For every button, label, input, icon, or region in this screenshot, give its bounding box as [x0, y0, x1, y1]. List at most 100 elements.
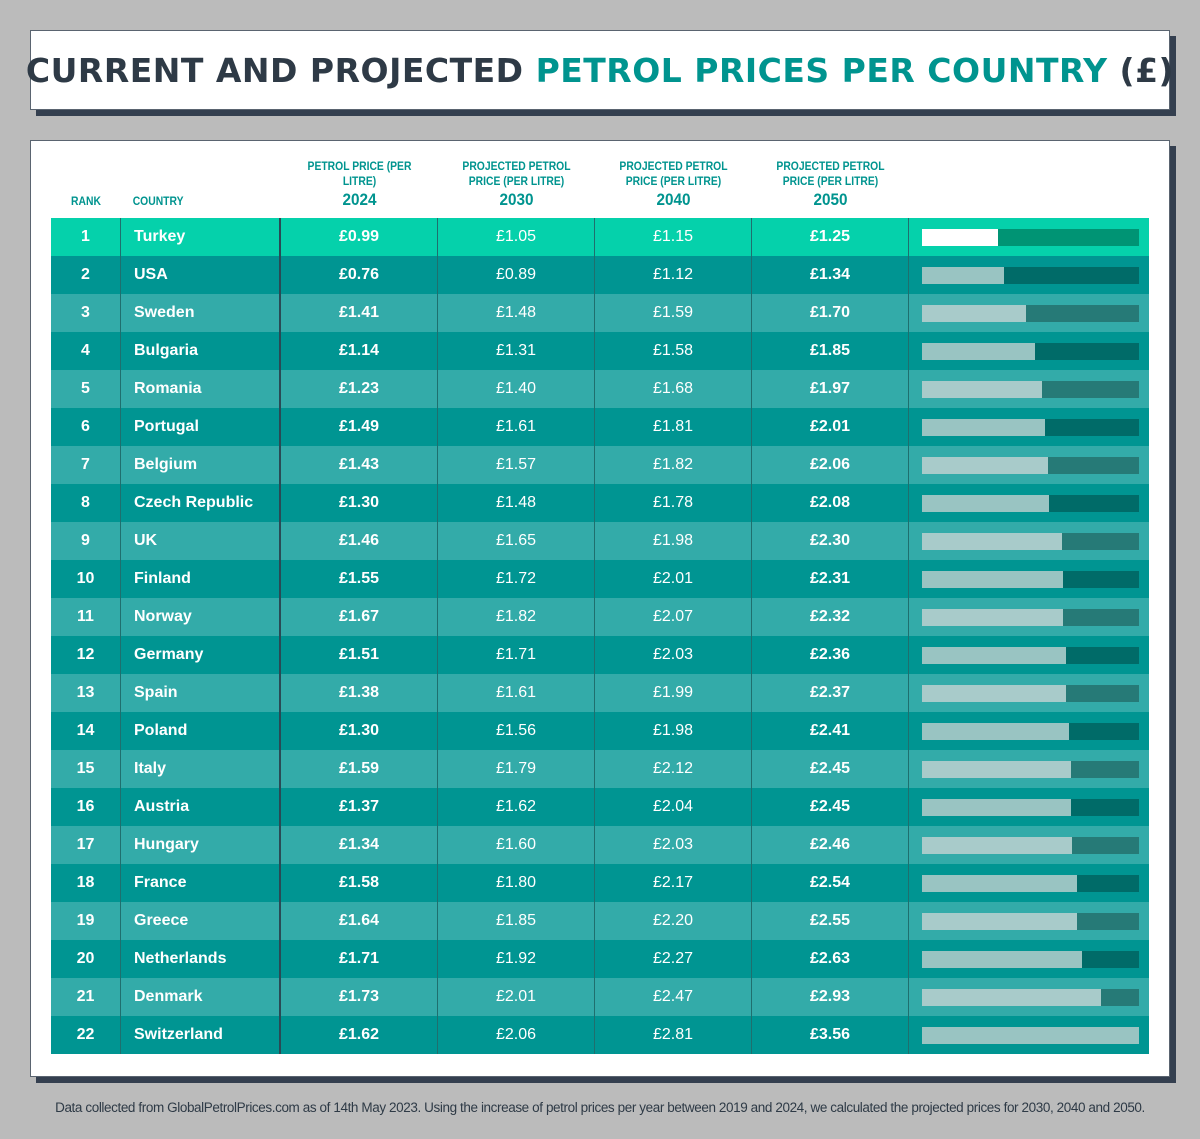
price-2050-cell: £2.06 [752, 446, 909, 484]
price-2024-cell: £1.58 [281, 864, 438, 902]
price-2030-cell: £1.65 [438, 522, 595, 560]
rank-cell: 4 [51, 332, 121, 370]
price-2030-cell: £1.60 [438, 826, 595, 864]
price-2050-cell: £1.97 [752, 370, 909, 408]
country-cell: Germany [121, 636, 281, 674]
header-2040: PROJECTED PETROL PRICE (PER LITRE) 2040 [619, 161, 728, 209]
bar-2050-greece [922, 913, 1078, 930]
bar-cell [909, 674, 1149, 712]
price-2050-cell: £2.63 [752, 940, 909, 978]
price-2050-cell: £2.31 [752, 560, 909, 598]
bar-cell [909, 712, 1149, 750]
bar-track [922, 913, 1139, 930]
rank-cell: 6 [51, 408, 121, 446]
price-2024-cell: £1.62 [281, 1016, 438, 1054]
table-row: 10 Finland £1.55 £1.72 £2.01 £2.31 [51, 560, 1149, 598]
country-cell: Netherlands [121, 940, 281, 978]
rank-cell: 11 [51, 598, 121, 636]
price-2040-cell: £2.20 [595, 902, 752, 940]
bar-cell [909, 978, 1149, 1016]
rank-cell: 1 [51, 218, 121, 256]
price-2040-cell: £1.98 [595, 712, 752, 750]
price-2050-cell: £1.85 [752, 332, 909, 370]
bar-2050-norway [922, 609, 1064, 626]
bar-track [922, 457, 1139, 474]
bar-cell [909, 826, 1149, 864]
table-panel: RANK COUNTRY PETROL PRICE (PER LITRE) 202… [30, 140, 1170, 1077]
header-2030: PROJECTED PETROL PRICE (PER LITRE) 2030 [462, 161, 571, 209]
country-cell: Finland [121, 560, 281, 598]
bar-2050-turkey [922, 229, 999, 246]
price-2040-cell: £1.98 [595, 522, 752, 560]
price-2040-cell: £1.99 [595, 674, 752, 712]
rank-cell: 2 [51, 256, 121, 294]
bar-2050-denmark [922, 989, 1101, 1006]
price-2040-cell: £1.59 [595, 294, 752, 332]
table-row: 11 Norway £1.67 £1.82 £2.07 £2.32 [51, 598, 1149, 636]
header-country: COUNTRY [132, 196, 184, 208]
country-cell: Belgium [121, 446, 281, 484]
table-row: 21 Denmark £1.73 £2.01 £2.47 £2.93 [51, 978, 1149, 1016]
price-2030-cell: £1.82 [438, 598, 595, 636]
price-2040-cell: £2.01 [595, 560, 752, 598]
bar-cell [909, 256, 1149, 294]
bar-2050-austria [922, 799, 1072, 816]
bar-track [922, 989, 1139, 1006]
price-2024-cell: £1.73 [281, 978, 438, 1016]
bar-2050-uk [922, 533, 1063, 550]
price-2050-cell: £2.30 [752, 522, 909, 560]
price-2040-cell: £2.07 [595, 598, 752, 636]
table-row: 18 France £1.58 £1.80 £2.17 £2.54 [51, 864, 1149, 902]
price-2040-cell: £2.12 [595, 750, 752, 788]
price-2040-cell: £1.68 [595, 370, 752, 408]
bar-2050-netherlands [922, 951, 1083, 968]
bar-2050-portugal [922, 419, 1045, 436]
country-cell: Sweden [121, 294, 281, 332]
price-2024-cell: £1.37 [281, 788, 438, 826]
rank-cell: 19 [51, 902, 121, 940]
price-2050-cell: £2.08 [752, 484, 909, 522]
bar-cell [909, 560, 1149, 598]
price-2024-cell: £1.49 [281, 408, 438, 446]
bar-track [922, 609, 1139, 626]
country-cell: Hungary [121, 826, 281, 864]
table-row: 7 Belgium £1.43 £1.57 £1.82 £2.06 [51, 446, 1149, 484]
bar-2050-finland [922, 571, 1063, 588]
bar-2050-germany [922, 647, 1066, 664]
price-2040-cell: £2.27 [595, 940, 752, 978]
bar-cell [909, 408, 1149, 446]
bar-2050-poland [922, 723, 1069, 740]
header-2050: PROJECTED PETROL PRICE (PER LITRE) 2050 [776, 161, 885, 209]
bar-2050-switzerland [922, 1027, 1139, 1044]
price-2040-cell: £2.03 [595, 826, 752, 864]
price-2024-cell: £1.64 [281, 902, 438, 940]
rank-cell: 18 [51, 864, 121, 902]
price-2024-cell: £1.71 [281, 940, 438, 978]
price-2050-cell: £2.01 [752, 408, 909, 446]
price-2024-cell: £1.67 [281, 598, 438, 636]
country-cell: UK [121, 522, 281, 560]
bar-track [922, 1027, 1139, 1044]
bar-cell [909, 940, 1149, 978]
bar-2050-italy [922, 761, 1072, 778]
bar-cell [909, 218, 1149, 256]
rank-cell: 17 [51, 826, 121, 864]
country-cell: Switzerland [121, 1016, 281, 1054]
rank-cell: 16 [51, 788, 121, 826]
price-2024-cell: £1.51 [281, 636, 438, 674]
price-2030-cell: £1.80 [438, 864, 595, 902]
price-2040-cell: £2.81 [595, 1016, 752, 1054]
bar-cell [909, 788, 1149, 826]
price-2040-cell: £1.78 [595, 484, 752, 522]
price-2030-cell: £1.48 [438, 294, 595, 332]
price-2040-cell: £2.47 [595, 978, 752, 1016]
bar-track [922, 837, 1139, 854]
rank-cell: 10 [51, 560, 121, 598]
country-cell: France [121, 864, 281, 902]
table-row: 2 USA £0.76 £0.89 £1.12 £1.34 [51, 256, 1149, 294]
price-2040-cell: £2.04 [595, 788, 752, 826]
bar-cell [909, 598, 1149, 636]
price-2030-cell: £1.56 [438, 712, 595, 750]
price-2040-cell: £1.58 [595, 332, 752, 370]
price-2040-cell: £1.12 [595, 256, 752, 294]
